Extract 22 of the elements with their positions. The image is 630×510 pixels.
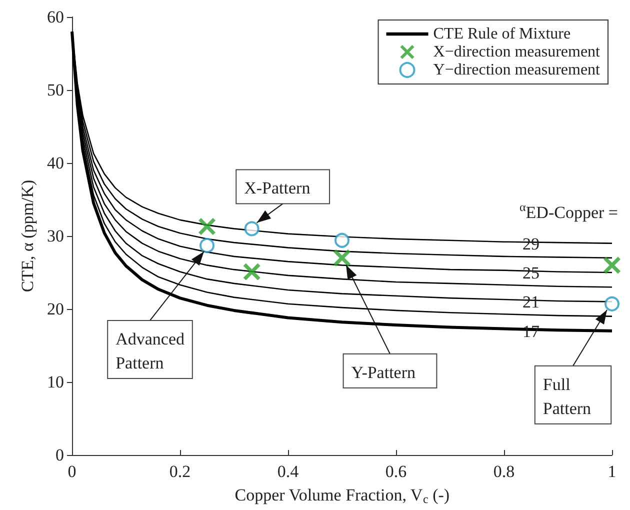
x-tick-label: 0.2 <box>169 462 191 481</box>
legend-label: X−direction measurement <box>433 44 601 60</box>
legend-label: CTE Rule of Mixture <box>433 26 571 42</box>
annotation: X-Pattern <box>244 178 311 198</box>
y-tick-label: 40 <box>47 154 64 172</box>
x-tick-label: 0.8 <box>493 462 515 481</box>
annotation: $^{α}$ED-Copper = <box>519 200 618 222</box>
annotation: Y-Pattern <box>351 362 416 382</box>
y-tick-label: 20 <box>47 300 64 318</box>
x-tick-label: 0 <box>68 462 76 481</box>
annotation: Full Pattern <box>542 374 592 418</box>
legend-label: Y−direction measurement <box>433 62 601 78</box>
y-tick-label: 10 <box>47 372 64 392</box>
y-tick-label: 30 <box>47 226 64 246</box>
y-tick-label: 50 <box>47 80 64 100</box>
x-tick-label: 0.4 <box>277 462 300 481</box>
x-tick-label: 1 <box>608 462 616 481</box>
y-axis-title: CTE, α (ppm/K) <box>18 180 38 292</box>
y-tick-label: 0 <box>56 446 64 464</box>
y-tick-label: 60 <box>47 8 64 26</box>
annotation: Advanced Pattern <box>116 329 186 372</box>
x-tick-label: 0.6 <box>385 462 407 481</box>
